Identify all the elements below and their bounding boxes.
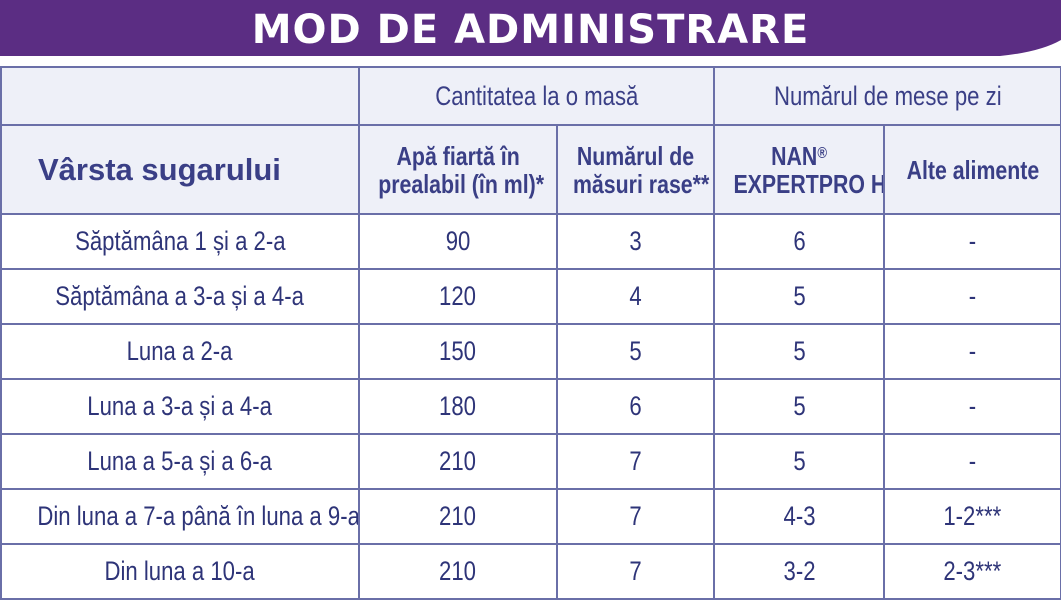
table-row: Din luna a 7-a până în luna a 9-a 210 7 4-3… bbox=[0, 488, 1061, 545]
other-foods-cell: - bbox=[883, 323, 1061, 380]
other-foods-cell: - bbox=[883, 433, 1061, 490]
nan-meals-cell: 4-3 bbox=[713, 488, 886, 545]
meals-group-header: Numărul de mese pe zi bbox=[713, 66, 1061, 126]
administration-table: Cantitatea la o masă Numărul de mese pe … bbox=[0, 66, 1061, 600]
water-column-header: Apă fiartă în prealabil (în ml)* bbox=[358, 124, 558, 215]
title-banner: MOD DE ADMINISTRARE bbox=[0, 0, 1061, 66]
table-row: Luna a 5-a și a 6-a 210 7 5- bbox=[0, 433, 1061, 490]
nan-meals-cell: 5 bbox=[713, 378, 886, 435]
other-foods-cell: - bbox=[883, 268, 1061, 325]
water-cell: 180 bbox=[358, 378, 558, 435]
nan-meals-cell: 3-2 bbox=[713, 543, 886, 600]
scoops-cell: 5 bbox=[555, 323, 716, 380]
other-foods-cell: 1-2*** bbox=[883, 488, 1061, 545]
column-header-row: Vârsta sugarului Apă fiartă în prealabil… bbox=[0, 124, 1061, 215]
nan-meals-cell: 5 bbox=[713, 433, 886, 490]
water-cell: 210 bbox=[358, 543, 558, 600]
table-row: Luna a 2-a 150 5 5- bbox=[0, 323, 1061, 380]
water-cell: 210 bbox=[358, 433, 558, 490]
scoops-cell: 4 bbox=[555, 268, 716, 325]
page-title: MOD DE ADMINISTRARE bbox=[251, 7, 810, 53]
table-row: Săptămâna 1 și a 2-a 90 3 6- bbox=[0, 213, 1061, 270]
age-cell: Săptămâna a 3-a și a 4-a bbox=[0, 268, 360, 325]
other-foods-cell: - bbox=[883, 378, 1061, 435]
scoops-cell: 7 bbox=[555, 543, 716, 600]
age-cell: Din luna a 7-a până în luna a 9-a bbox=[0, 488, 360, 545]
other-foods-column-header: Alte alimente bbox=[883, 124, 1061, 215]
group-header-row: Cantitatea la o masă Numărul de mese pe … bbox=[0, 66, 1061, 126]
nan-meals-cell: 5 bbox=[713, 323, 886, 380]
other-foods-cell: 2-3*** bbox=[883, 543, 1061, 600]
water-cell: 120 bbox=[358, 268, 558, 325]
table-row: Luna a 3-a și a 4-a 180 6 5- bbox=[0, 378, 1061, 435]
banner-shape bbox=[0, 0, 1061, 56]
empty-header-cell bbox=[0, 66, 360, 126]
water-cell: 90 bbox=[358, 213, 558, 270]
scoops-column-header: Numărul de măsuri rase** bbox=[555, 124, 716, 215]
age-cell: Luna a 3-a și a 4-a bbox=[0, 378, 360, 435]
age-cell: Luna a 5-a și a 6-a bbox=[0, 433, 360, 490]
scoops-cell: 3 bbox=[555, 213, 716, 270]
quantity-group-header: Cantitatea la o masă bbox=[357, 66, 716, 126]
registered-mark: ® bbox=[817, 144, 827, 162]
other-foods-cell: - bbox=[883, 213, 1061, 270]
nan-meals-cell: 6 bbox=[713, 213, 886, 270]
water-cell: 210 bbox=[358, 488, 558, 545]
table-row: Săptămâna a 3-a și a 4-a 120 4 5- bbox=[0, 268, 1061, 325]
age-cell: Săptămâna 1 și a 2-a bbox=[0, 213, 360, 270]
scoops-cell: 7 bbox=[555, 488, 716, 545]
scoops-cell: 7 bbox=[555, 433, 716, 490]
age-cell: Din luna a 10-a bbox=[0, 543, 360, 600]
nan-meals-cell: 5 bbox=[713, 268, 886, 325]
age-column-header: Vârsta sugarului bbox=[0, 124, 360, 215]
nan-column-header: NAN® EXPERTPRO HA bbox=[713, 124, 886, 215]
water-cell: 150 bbox=[358, 323, 558, 380]
age-cell: Luna a 2-a bbox=[0, 323, 360, 380]
scoops-cell: 6 bbox=[555, 378, 716, 435]
table-row: Din luna a 10-a 210 7 3-2 2-3*** bbox=[0, 543, 1061, 600]
